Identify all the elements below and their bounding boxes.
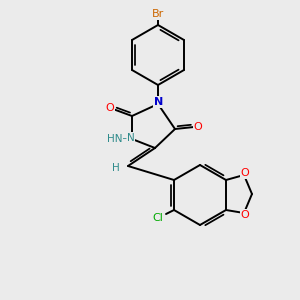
Text: HN: HN [106, 134, 122, 144]
Text: H: H [112, 163, 120, 173]
Text: O: O [106, 103, 114, 113]
Text: O: O [194, 122, 202, 132]
Text: Cl: Cl [153, 213, 164, 223]
Text: O: O [241, 168, 249, 178]
Text: H–N: H–N [114, 133, 134, 143]
Text: O: O [241, 210, 249, 220]
Text: Br: Br [152, 9, 164, 19]
Text: N: N [154, 97, 164, 107]
